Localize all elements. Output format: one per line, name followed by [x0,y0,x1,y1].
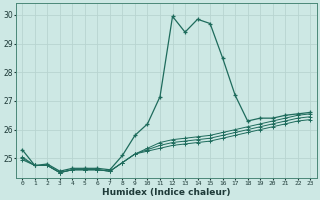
X-axis label: Humidex (Indice chaleur): Humidex (Indice chaleur) [102,188,230,197]
